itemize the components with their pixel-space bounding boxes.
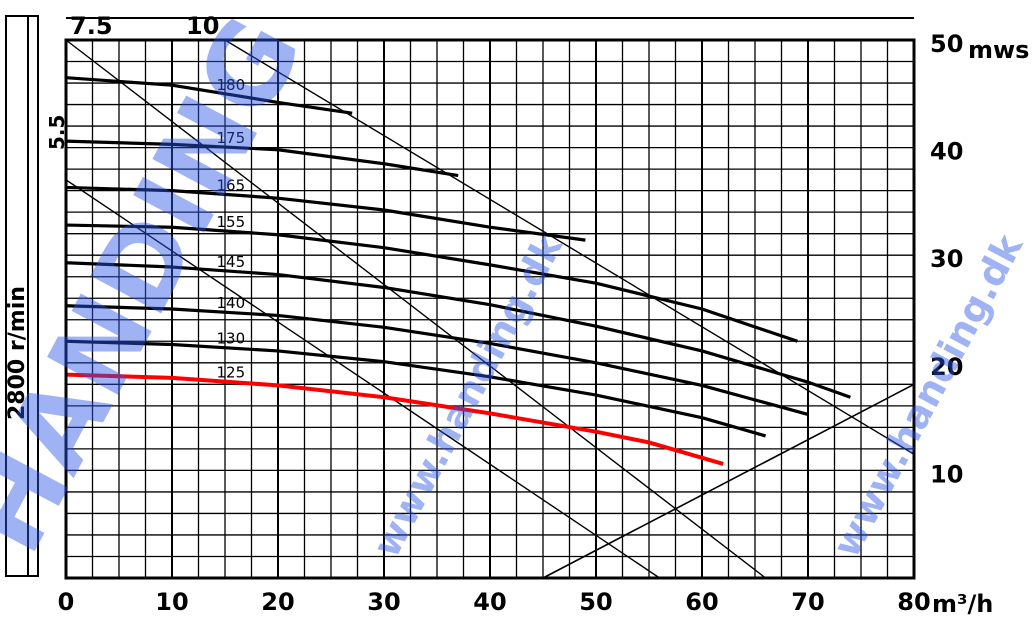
- y-tick-label: 40: [930, 138, 963, 166]
- x-tick-label: 30: [367, 588, 400, 616]
- y-axis-ticks: 50 40 30 20 10: [930, 30, 963, 488]
- power-label-5-5: 5.5: [45, 115, 69, 150]
- series-label-130: 130: [217, 330, 246, 348]
- x-tick-label: 20: [261, 588, 294, 616]
- power-limit-line: [65, 39, 767, 579]
- series-line-180: [65, 76, 353, 115]
- x-tick-label: 80: [897, 588, 930, 616]
- y-tick-label: 50: [930, 30, 963, 58]
- series-label-145: 145: [217, 253, 246, 271]
- power-label-10: 10: [186, 12, 219, 40]
- series-line-175: [65, 139, 459, 178]
- series-label-140: 140: [217, 294, 246, 312]
- x-axis-unit: m³/h: [932, 590, 993, 618]
- series-label-180: 180: [217, 76, 246, 94]
- x-tick-label: 10: [155, 588, 188, 616]
- curve-labels: 180 175 165 155 145 140 130 125: [217, 76, 246, 382]
- x-axis-ticks: 0 10 20 30 40 50 60 70 80: [58, 588, 931, 616]
- series-lines: [65, 76, 851, 466]
- series-line-130: [65, 339, 767, 438]
- x-tick-label: 70: [791, 588, 824, 616]
- y-tick-label: 30: [930, 245, 963, 273]
- x-tick-label: 60: [685, 588, 718, 616]
- power-limit-line: [65, 179, 660, 579]
- series-line-140: [65, 304, 809, 416]
- series-label-175: 175: [217, 129, 246, 147]
- speed-label: 2800 r/min: [5, 286, 30, 420]
- x-tick-label: 50: [579, 588, 612, 616]
- y-tick-label: 20: [930, 353, 963, 381]
- power-limit-line: [224, 39, 915, 455]
- y-axis-unit: mws: [968, 36, 1029, 64]
- series-label-165: 165: [217, 176, 246, 194]
- x-tick-label: 40: [473, 588, 506, 616]
- system-curve: [542, 383, 915, 579]
- plot-frame: [64, 38, 916, 580]
- speed-bar: 2800 r/min: [5, 15, 39, 577]
- series-label-125: 125: [217, 364, 246, 382]
- power-label-7-5: 7.5: [70, 12, 113, 40]
- y-tick-label: 10: [930, 460, 963, 488]
- watermark: HANDING www.handing.dk www.handing.dk: [0, 0, 1032, 572]
- series-line-145: [65, 261, 851, 399]
- power-limit-lines: [65, 39, 915, 579]
- series-label-155: 155: [217, 213, 246, 231]
- series-line-165: [65, 185, 586, 242]
- series-line-155: [65, 223, 798, 343]
- series-line-125: [65, 372, 724, 466]
- x-tick-label: 0: [58, 588, 75, 616]
